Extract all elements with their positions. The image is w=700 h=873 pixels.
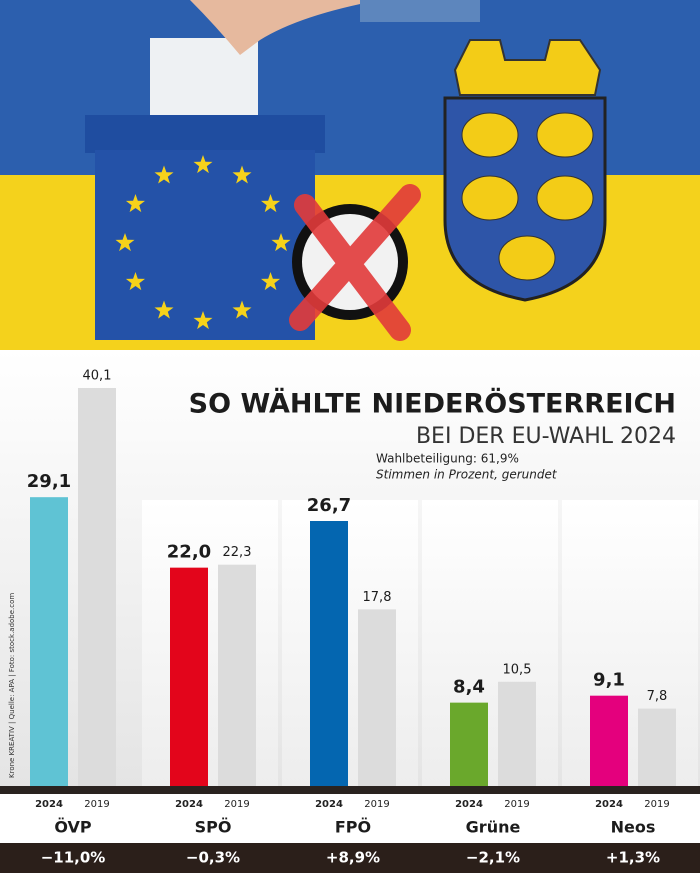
value-label: 10,5 bbox=[503, 662, 532, 677]
bar bbox=[30, 497, 68, 786]
star bbox=[125, 194, 145, 213]
bar bbox=[590, 695, 628, 786]
baseline-band bbox=[0, 786, 700, 794]
series-label: 2024 bbox=[35, 799, 63, 810]
note: Stimmen in Prozent, gerundet bbox=[376, 468, 558, 482]
star bbox=[154, 165, 174, 184]
star bbox=[232, 300, 252, 319]
category-label: Grüne bbox=[466, 818, 521, 837]
header-photo bbox=[0, 0, 700, 350]
category-label: ÖVP bbox=[54, 818, 92, 837]
star bbox=[261, 194, 281, 213]
star bbox=[271, 233, 291, 252]
column-panel bbox=[282, 500, 418, 786]
value-label: 9,1 bbox=[593, 670, 625, 691]
change-label: −0,3% bbox=[186, 849, 240, 867]
series-label: 2019 bbox=[84, 799, 109, 810]
change-band bbox=[0, 843, 700, 873]
value-label: 17,8 bbox=[363, 590, 392, 605]
value-label: 22,0 bbox=[167, 542, 211, 563]
change-label: −2,1% bbox=[466, 849, 520, 867]
column-panel bbox=[422, 500, 558, 786]
value-label: 26,7 bbox=[307, 495, 351, 516]
bar bbox=[498, 681, 536, 786]
star bbox=[193, 311, 213, 330]
star bbox=[193, 155, 213, 174]
label-band bbox=[0, 794, 700, 843]
bar bbox=[638, 708, 676, 786]
category-label: SPÖ bbox=[195, 818, 232, 837]
change-label: +8,9% bbox=[326, 849, 380, 867]
value-label: 22,3 bbox=[223, 545, 252, 560]
star bbox=[154, 300, 174, 319]
series-label: 2024 bbox=[175, 799, 203, 810]
star bbox=[261, 272, 281, 291]
credit: Krone KREATIV | Quelle: APA | Foto: stoc… bbox=[8, 593, 16, 778]
series-label: 2019 bbox=[504, 799, 529, 810]
category-label: Neos bbox=[611, 818, 656, 837]
bar bbox=[310, 521, 348, 786]
value-label: 7,8 bbox=[647, 689, 668, 704]
bar bbox=[78, 388, 116, 786]
star bbox=[125, 272, 145, 291]
category-label: FPÖ bbox=[335, 818, 371, 837]
note: Wahlbeteiligung: 61,9% bbox=[376, 452, 519, 466]
series-label: 2024 bbox=[455, 799, 483, 810]
chart-title: SO WÄHLTE NIEDERÖSTERREICH bbox=[189, 387, 676, 420]
chart-subtitle: BEI DER EU-WAHL 2024 bbox=[416, 424, 676, 449]
series-label: 2024 bbox=[315, 799, 343, 810]
star bbox=[232, 165, 252, 184]
bar bbox=[218, 564, 256, 786]
star bbox=[115, 233, 135, 252]
bar bbox=[450, 702, 488, 786]
series-label: 2019 bbox=[644, 799, 669, 810]
column-panel bbox=[562, 500, 698, 786]
series-label: 2024 bbox=[595, 799, 623, 810]
series-label: 2019 bbox=[364, 799, 389, 810]
change-label: +1,3% bbox=[606, 849, 660, 867]
change-label: −11,0% bbox=[41, 849, 106, 867]
series-label: 2019 bbox=[224, 799, 249, 810]
bar bbox=[170, 567, 208, 786]
value-label: 40,1 bbox=[83, 369, 112, 384]
bar bbox=[358, 609, 396, 786]
value-label: 8,4 bbox=[453, 677, 485, 698]
value-label: 29,1 bbox=[27, 471, 71, 492]
